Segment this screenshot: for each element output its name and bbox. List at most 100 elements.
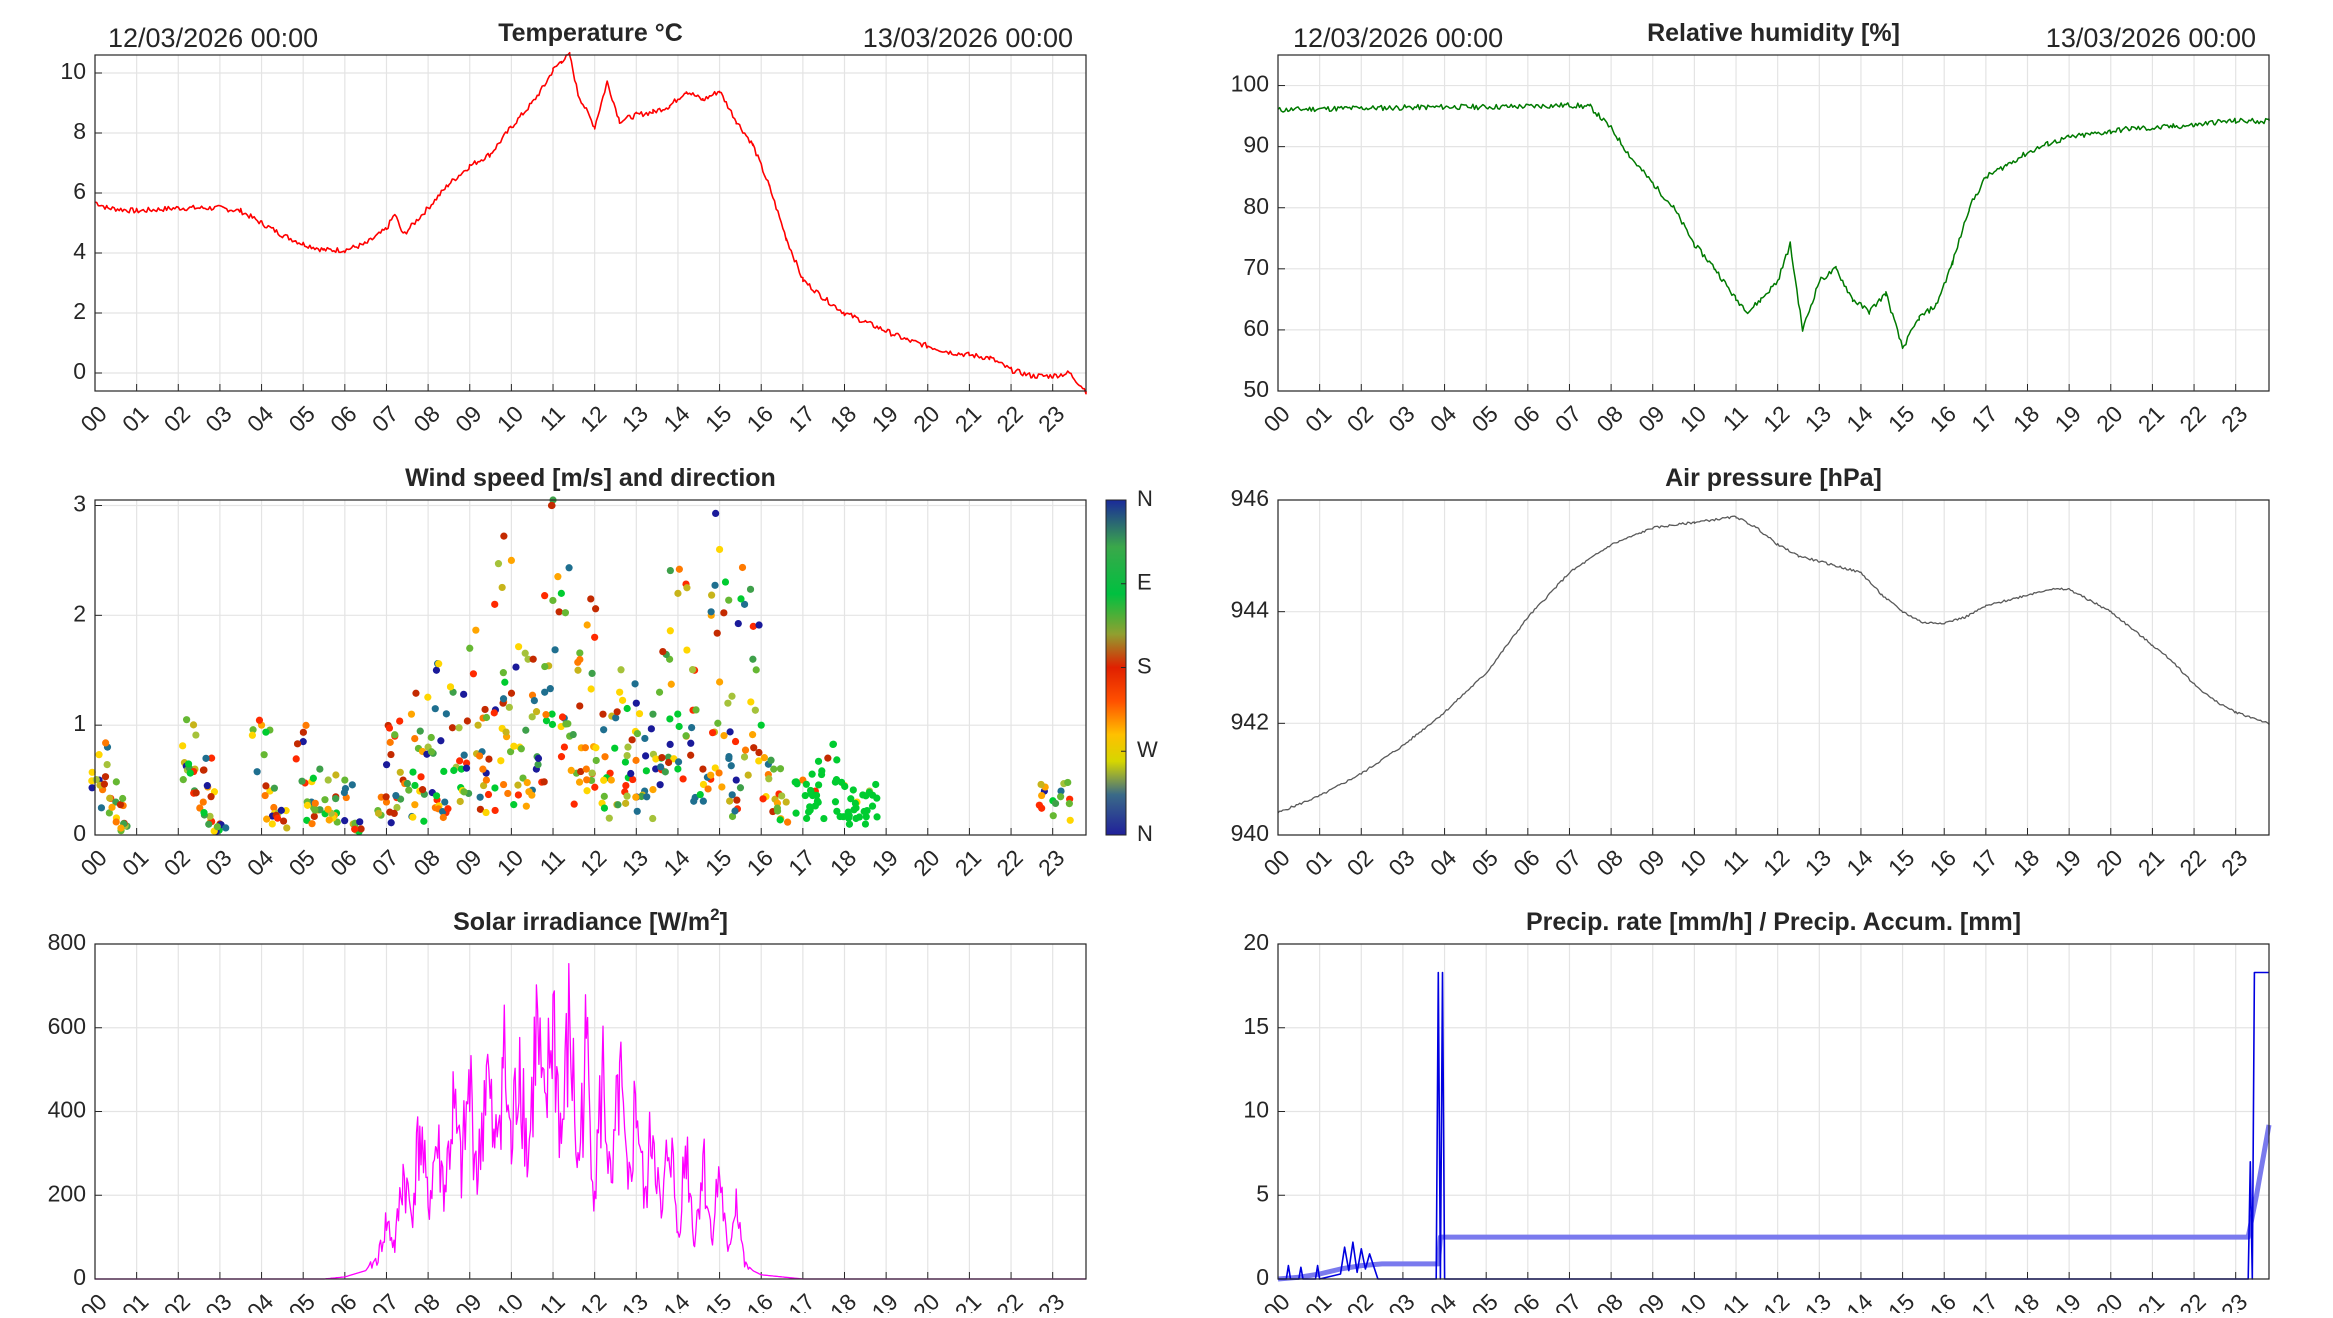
wind-point <box>683 584 691 592</box>
solar-xtick-label: 18 <box>825 1288 861 1313</box>
wind-point <box>97 804 106 812</box>
wind-point <box>682 732 690 740</box>
wind-point <box>844 808 852 816</box>
wind-point <box>112 818 120 826</box>
wind-point <box>412 689 420 697</box>
wind-point <box>249 726 257 734</box>
wind-point <box>551 646 559 654</box>
temperature-plot-area <box>95 55 1086 391</box>
wind-point <box>557 753 566 761</box>
wind-point <box>749 731 757 739</box>
wind-point <box>196 804 204 812</box>
wind-point <box>427 748 436 756</box>
humidity-xtick-label: 16 <box>1925 400 1961 436</box>
wind-point <box>202 754 210 762</box>
wind-point <box>357 825 365 833</box>
wind-point <box>839 813 847 821</box>
wind-point <box>736 784 745 792</box>
pressure-xtick-label: 18 <box>2008 844 2044 880</box>
precip-xtick-label: 20 <box>2091 1288 2127 1313</box>
precip-xtick-label: 10 <box>1675 1288 1711 1313</box>
wind-point <box>688 666 697 674</box>
wind-point <box>622 799 630 807</box>
wind-point <box>803 814 811 823</box>
pressure-xtick-label: 16 <box>1925 844 1961 880</box>
right-start-date: 12/03/2026 00:00 <box>1293 23 1503 53</box>
wind-point <box>205 820 213 828</box>
wind-point <box>783 818 792 826</box>
wind-point <box>462 764 471 772</box>
wind-point <box>102 739 110 747</box>
wind-point <box>497 757 505 765</box>
pressure-xtick-label: 22 <box>2174 844 2210 880</box>
temperature-xtick-label: 12 <box>575 400 611 436</box>
solar-xtick-label: 20 <box>908 1288 944 1313</box>
precip-xtick-label: 19 <box>2049 1288 2085 1313</box>
wind-xtick-label: 23 <box>1033 844 1069 880</box>
precip-xtick-label: 09 <box>1633 1288 1669 1313</box>
wind-point <box>431 705 439 713</box>
precip-xtick-label: 08 <box>1591 1288 1627 1313</box>
wind-point <box>534 760 542 769</box>
wind-point <box>393 803 401 812</box>
wind-point <box>806 803 814 811</box>
wind-point <box>186 769 194 777</box>
humidity-series-line <box>1277 102 2270 350</box>
wind-point <box>311 806 319 814</box>
pressure-xtick-label: 01 <box>1300 844 1336 880</box>
wind-xtick-label: 14 <box>658 844 695 881</box>
temperature-xtick-label: 09 <box>450 400 486 436</box>
wind-point <box>674 758 683 766</box>
wind-point <box>728 791 736 799</box>
wind-point <box>817 770 826 779</box>
wind-point <box>715 545 724 554</box>
precip-xtick-label: 13 <box>1800 1288 1836 1313</box>
wind-point <box>253 768 261 776</box>
wind-point <box>755 757 763 765</box>
wind-point <box>507 556 515 565</box>
wind-point <box>664 753 673 761</box>
wind-point <box>108 803 116 811</box>
wind-point <box>103 761 111 769</box>
temperature-ytick-label: 2 <box>73 298 86 324</box>
solar-frame <box>94 943 1087 1280</box>
humidity-xtick-label: 10 <box>1675 400 1711 436</box>
wind-point <box>179 776 187 784</box>
wind-point <box>283 824 291 832</box>
pressure-ytick-label: 946 <box>1231 485 1269 511</box>
wind-point <box>600 804 609 812</box>
solar-xtick-label: 06 <box>325 1288 361 1313</box>
solar-ytick-label: 600 <box>48 1013 86 1039</box>
wind-xtick-label: 08 <box>408 844 444 880</box>
wind-point <box>101 773 110 781</box>
wind-point <box>351 825 359 833</box>
wind-point <box>699 797 707 805</box>
solar-xtick-label: 13 <box>617 1288 653 1313</box>
wind-point <box>192 731 200 739</box>
humidity-xtick-label: 00 <box>1258 400 1294 436</box>
pressure-xtick-label: 13 <box>1800 844 1836 880</box>
wind-point <box>449 688 457 696</box>
wind-point <box>491 806 499 815</box>
wind-point <box>808 770 816 778</box>
wind-point <box>356 818 364 826</box>
wind-point <box>499 669 507 677</box>
wind-point <box>200 766 208 774</box>
temperature-xtick-label: 23 <box>1033 400 1069 436</box>
wind-point <box>656 781 664 789</box>
wind-point <box>386 738 394 746</box>
wind-point <box>601 753 609 761</box>
humidity-xtick-label: 08 <box>1591 400 1627 436</box>
wind-point <box>542 717 551 725</box>
wind-colorbar-label: S <box>1137 653 1152 678</box>
wind-point <box>482 808 490 817</box>
wind-point <box>633 807 641 815</box>
wind-point <box>770 765 778 773</box>
pressure-xtick-label: 04 <box>1425 844 1462 881</box>
wind-point <box>814 757 823 765</box>
wind-point <box>755 621 763 629</box>
wind-point <box>506 748 515 756</box>
wind-point <box>872 780 880 789</box>
solar-xtick-label: 17 <box>783 1288 819 1313</box>
